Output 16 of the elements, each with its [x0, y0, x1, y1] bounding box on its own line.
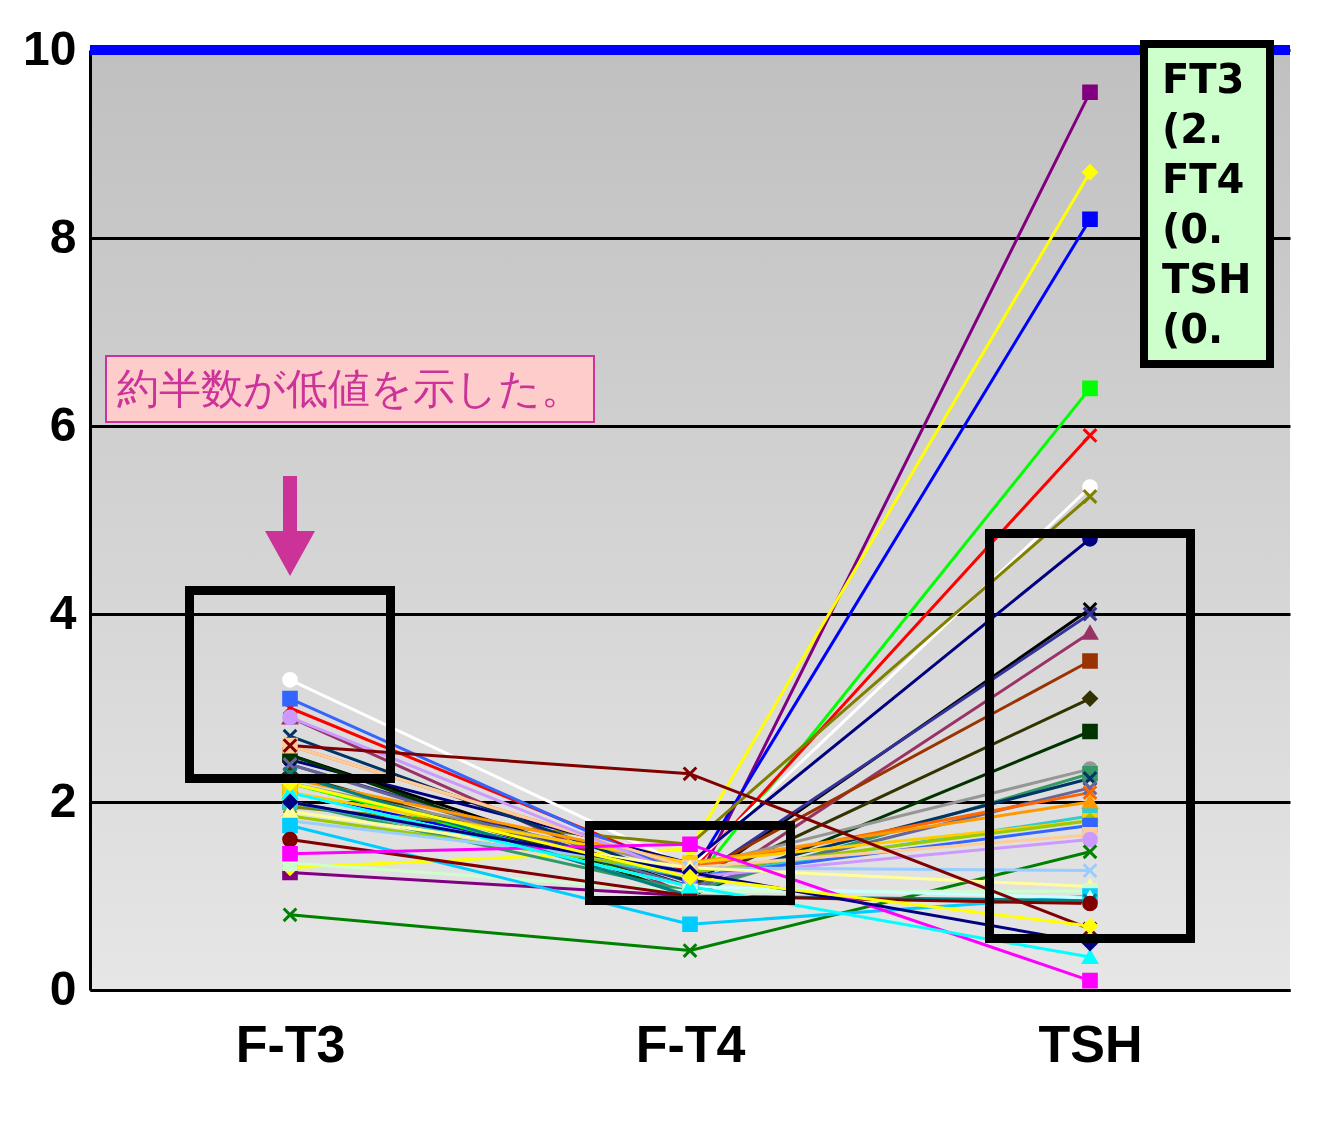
annotation: 約半数が低値を示した。	[105, 355, 595, 423]
annotation: FT3	[1162, 55, 1246, 104]
annotation: (0.	[1162, 205, 1225, 254]
y-tick-label: 6	[49, 397, 77, 451]
y-tick-label: 10	[23, 21, 77, 75]
y-tick-label: 0	[49, 961, 77, 1015]
y-tick-label: 4	[49, 585, 77, 639]
y-tick-label: 2	[49, 773, 77, 827]
y-tick-label: 8	[49, 209, 77, 263]
annotation: (0.	[1162, 305, 1225, 354]
annotation: TSH	[1162, 255, 1252, 304]
x-tick-label: F-T3	[235, 1014, 346, 1073]
annotation: FT4	[1162, 155, 1246, 204]
x-tick-label: F-T4	[635, 1014, 746, 1073]
annotation: (2.	[1162, 105, 1225, 154]
x-tick-label: TSH	[1038, 1014, 1143, 1073]
